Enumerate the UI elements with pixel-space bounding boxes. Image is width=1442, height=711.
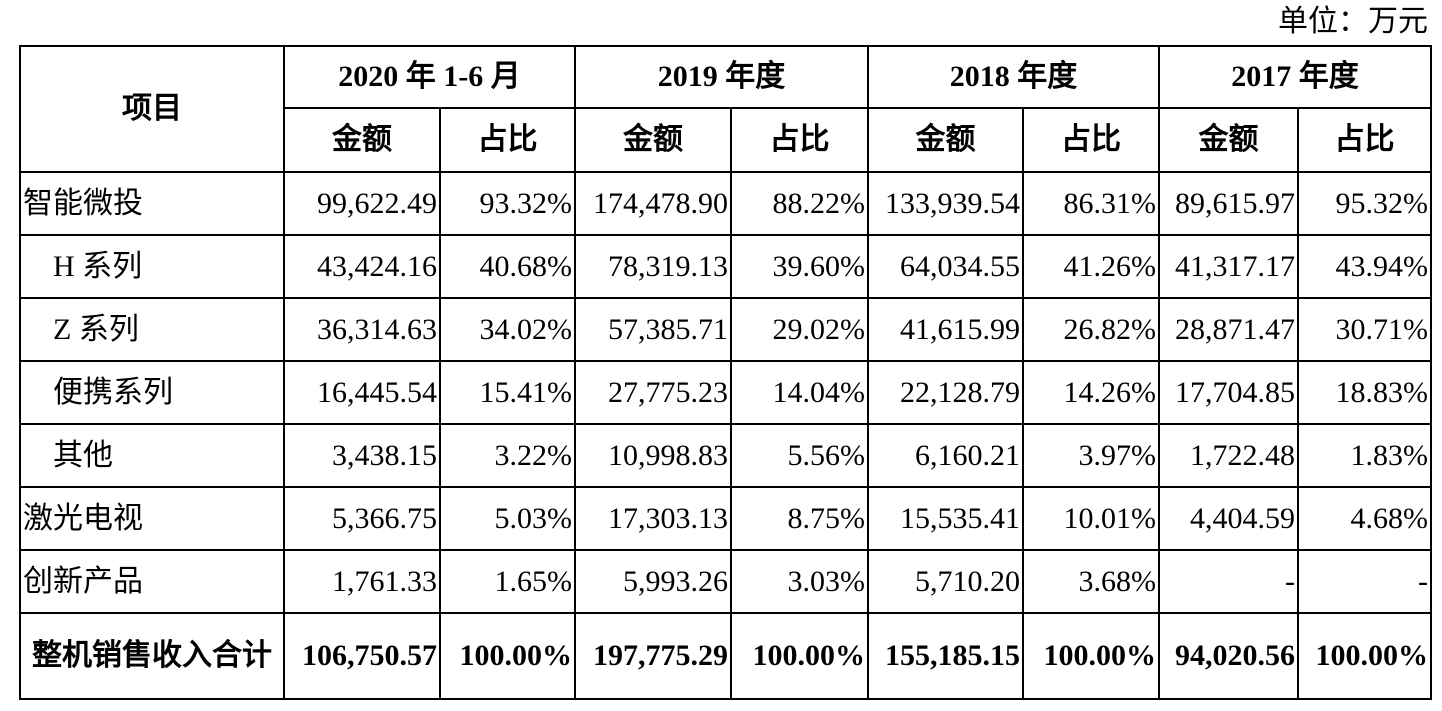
- amount-cell: 1,761.33: [283, 549, 441, 614]
- ratio-cell: 29.02%: [730, 297, 869, 362]
- total-amount-cell: 155,185.15: [867, 612, 1024, 700]
- ratio-cell: 41.26%: [1022, 234, 1160, 299]
- ratio-cell: 10.01%: [1022, 486, 1160, 551]
- amount-header: 金额: [283, 107, 441, 173]
- amount-cell: 89,615.97: [1158, 171, 1299, 236]
- ratio-cell: 95.32%: [1297, 171, 1432, 236]
- ratio-cell: 30.71%: [1297, 297, 1432, 362]
- table-row: 激光电视 5,366.75 5.03% 17,303.13 8.75% 15,5…: [19, 486, 1432, 551]
- ratio-cell: 3.22%: [439, 423, 576, 488]
- total-row: 整机销售收入合计 106,750.57 100.00% 197,775.29 1…: [19, 612, 1432, 700]
- amount-cell: 5,366.75: [283, 486, 441, 551]
- ratio-cell: 8.75%: [730, 486, 869, 551]
- amount-cell: 15,535.41: [867, 486, 1024, 551]
- ratio-cell: 14.26%: [1022, 360, 1160, 425]
- amount-cell: 41,317.17: [1158, 234, 1299, 299]
- row-label: 其他: [19, 423, 285, 488]
- amount-header: 金额: [1158, 107, 1299, 173]
- row-label: Z 系列: [19, 297, 285, 362]
- table-row: 创新产品 1,761.33 1.65% 5,993.26 3.03% 5,710…: [19, 549, 1432, 614]
- amount-cell: 5,993.26: [574, 549, 732, 614]
- total-ratio-cell: 100.00%: [439, 612, 576, 700]
- amount-cell: 6,160.21: [867, 423, 1024, 488]
- ratio-cell: 43.94%: [1297, 234, 1432, 299]
- ratio-cell: 18.83%: [1297, 360, 1432, 425]
- row-label: 便携系列: [19, 360, 285, 425]
- row-label: 激光电视: [19, 486, 285, 551]
- row-label: H 系列: [19, 234, 285, 299]
- ratio-cell: 5.03%: [439, 486, 576, 551]
- amount-cell: 22,128.79: [867, 360, 1024, 425]
- amount-cell: 57,385.71: [574, 297, 732, 362]
- amount-cell: 5,710.20: [867, 549, 1024, 614]
- total-ratio-cell: 100.00%: [1297, 612, 1432, 700]
- ratio-cell: 14.04%: [730, 360, 869, 425]
- ratio-cell: 4.68%: [1297, 486, 1432, 551]
- amount-cell: 10,998.83: [574, 423, 732, 488]
- amount-cell: 78,319.13: [574, 234, 732, 299]
- ratio-cell: 39.60%: [730, 234, 869, 299]
- ratio-header: 占比: [439, 107, 576, 173]
- ratio-cell: 1.83%: [1297, 423, 1432, 488]
- ratio-cell: 34.02%: [439, 297, 576, 362]
- header-row-periods: 项目 2020 年 1-6 月 2019 年度 2018 年度 2017 年度: [19, 45, 1432, 173]
- amount-cell: 28,871.47: [1158, 297, 1299, 362]
- unit-label: 单位：万元: [1278, 5, 1428, 38]
- amount-cell: 1,722.48: [1158, 423, 1299, 488]
- table-row: 便携系列 16,445.54 15.41% 27,775.23 14.04% 2…: [19, 360, 1432, 425]
- amount-cell: 4,404.59: [1158, 486, 1299, 551]
- table-row: Z 系列 36,314.63 34.02% 57,385.71 29.02% 4…: [19, 297, 1432, 362]
- total-ratio-cell: 100.00%: [1022, 612, 1160, 700]
- table-row: 智能微投 99,622.49 93.32% 174,478.90 88.22% …: [19, 171, 1432, 236]
- amount-cell: 43,424.16: [283, 234, 441, 299]
- ratio-cell: 40.68%: [439, 234, 576, 299]
- amount-cell: 133,939.54: [867, 171, 1024, 236]
- period-header: 2020 年 1-6 月: [283, 45, 576, 109]
- amount-cell: 17,704.85: [1158, 360, 1299, 425]
- row-label: 创新产品: [19, 549, 285, 614]
- amount-header: 金额: [574, 107, 732, 173]
- total-ratio-cell: 100.00%: [730, 612, 869, 700]
- ratio-cell: 5.56%: [730, 423, 869, 488]
- table-row: 其他 3,438.15 3.22% 10,998.83 5.56% 6,160.…: [19, 423, 1432, 488]
- amount-cell: 64,034.55: [867, 234, 1024, 299]
- ratio-cell: 1.65%: [439, 549, 576, 614]
- amount-cell: 174,478.90: [574, 171, 732, 236]
- total-label: 整机销售收入合计: [19, 612, 285, 700]
- ratio-cell: 93.32%: [439, 171, 576, 236]
- amount-cell: 99,622.49: [283, 171, 441, 236]
- total-amount-cell: 94,020.56: [1158, 612, 1299, 700]
- amount-cell: 17,303.13: [574, 486, 732, 551]
- ratio-cell: 26.82%: [1022, 297, 1160, 362]
- amount-cell: -: [1158, 549, 1299, 614]
- header-row-subcols: 金额 占比 金额 占比 金额 占比 金额 占比: [20, 107, 1432, 173]
- total-amount-cell: 197,775.29: [574, 612, 732, 700]
- ratio-cell: 3.03%: [730, 549, 869, 614]
- amount-cell: 41,615.99: [867, 297, 1024, 362]
- ratio-cell: 3.68%: [1022, 549, 1160, 614]
- period-header: 2017 年度: [1158, 45, 1432, 109]
- ratio-header: 占比: [1297, 107, 1432, 173]
- amount-cell: 27,775.23: [574, 360, 732, 425]
- ratio-header: 占比: [730, 107, 869, 173]
- amount-cell: 3,438.15: [283, 423, 441, 488]
- amount-cell: 36,314.63: [283, 297, 441, 362]
- revenue-table: 项目 2020 年 1-6 月 2019 年度 2018 年度 2017 年度 …: [19, 45, 1432, 700]
- ratio-cell: 86.31%: [1022, 171, 1160, 236]
- amount-header: 金额: [867, 107, 1024, 173]
- total-amount-cell: 106,750.57: [283, 612, 441, 700]
- period-header: 2019 年度: [574, 45, 869, 109]
- item-header: 项目: [19, 45, 285, 173]
- ratio-cell: -: [1297, 549, 1432, 614]
- period-header: 2018 年度: [867, 45, 1160, 109]
- ratio-cell: 88.22%: [730, 171, 869, 236]
- row-label: 智能微投: [19, 171, 285, 236]
- ratio-cell: 15.41%: [439, 360, 576, 425]
- amount-cell: 16,445.54: [283, 360, 441, 425]
- table-row: H 系列 43,424.16 40.68% 78,319.13 39.60% 6…: [19, 234, 1432, 299]
- ratio-header: 占比: [1022, 107, 1160, 173]
- ratio-cell: 3.97%: [1022, 423, 1160, 488]
